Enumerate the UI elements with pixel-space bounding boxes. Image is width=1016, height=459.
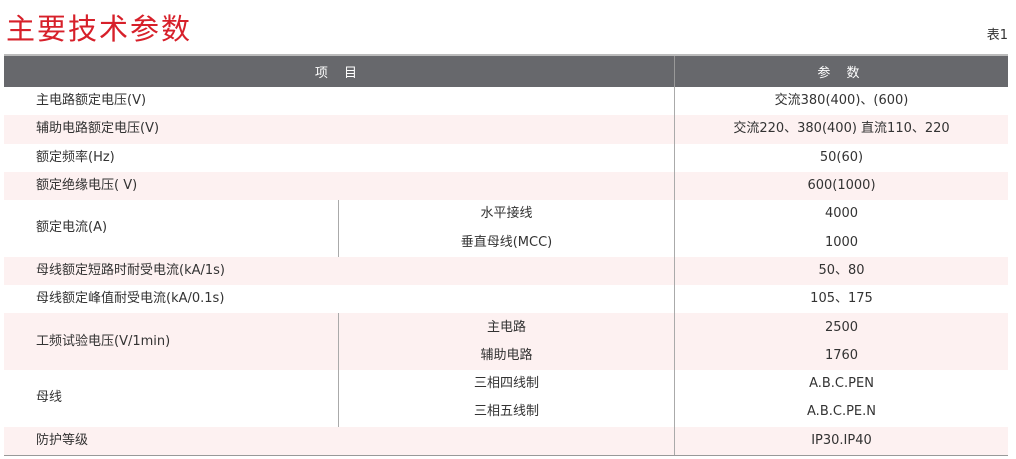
table-row: 三相五线制 A.B.C.PE.N xyxy=(4,398,1008,427)
row-name: 母线额定峰值耐受电流(kA/0.1s) xyxy=(36,291,225,307)
table-row: 主电路额定电压(V) 交流380(400)、(600) xyxy=(4,87,1008,116)
row-name: 额定频率(Hz) xyxy=(36,149,115,165)
row-name: 额定电流(A) xyxy=(36,220,108,236)
table-row: 垂直母线(MCC) 1000 xyxy=(4,228,1008,257)
table-row: 辅助电路 1760 xyxy=(4,341,1008,370)
row-name: 主电路额定电压(V) xyxy=(36,93,147,109)
header-param: 参 数 xyxy=(674,54,1008,87)
header-item: 项 目 xyxy=(4,54,675,87)
row-name: 母线 xyxy=(36,390,63,406)
row-value: 交流220、380(400) 直流110、220 xyxy=(674,115,1008,144)
table-row: 工频试验电压(V/1min) 主电路 2500 xyxy=(4,313,1008,370)
row-value: 交流380(400)、(600) xyxy=(674,87,1008,116)
table-row: 母线额定峰值耐受电流(kA/0.1s) 105、175 xyxy=(4,285,1008,314)
table-row: 母线额定短路时耐受电流(kA/1s) 50、80 xyxy=(4,256,1008,286)
table-header: 项 目 参 数 xyxy=(4,54,1008,87)
row-subitem: 水平接线 xyxy=(338,200,675,229)
table-row: 额定电流(A) 水平接线 4000 xyxy=(4,200,1008,235)
row-value: A.B.C.PEN xyxy=(674,369,1008,399)
row-name: 母线额定短路时耐受电流(kA/1s) xyxy=(4,256,675,286)
spec-table: 项 目 参 数 主电路额定电压(V) 交流380(400)、(600) 辅助电路额定… xyxy=(4,54,1008,456)
table-row: 辅助电路额定电压(V) 交流220、380(400) 直流110、220 xyxy=(4,115,1008,144)
row-subitem: 三相五线制 xyxy=(338,398,675,427)
row-name: 额定绝缘电压( V) xyxy=(4,171,675,201)
table-number: 表1 xyxy=(986,28,1008,43)
row-name: 防护等级 xyxy=(4,426,675,456)
row-value: 1760 xyxy=(674,341,1008,370)
row-subitem: 主电路 xyxy=(338,313,675,342)
row-value: 1000 xyxy=(674,228,1008,257)
row-value: IP30.IP40 xyxy=(674,426,1008,456)
row-value: 50、80 xyxy=(674,256,1008,286)
row-subitem: 三相四线制 xyxy=(338,369,675,399)
table-row: 额定绝缘电压( V) 600(1000) xyxy=(4,171,1008,201)
row-value: 600(1000) xyxy=(674,171,1008,201)
table-row: 额定频率(Hz) 50(60) xyxy=(4,143,1008,172)
table-row: 母线 三相四线制 A.B.C.PEN xyxy=(4,369,1008,405)
row-value: A.B.C.PE.N xyxy=(674,398,1008,427)
page-title: 主要技术参数 xyxy=(6,12,193,46)
row-name: 辅助电路额定电压(V) xyxy=(4,115,675,144)
row-value: 2500 xyxy=(674,313,1008,342)
row-subitem: 垂直母线(MCC) xyxy=(338,228,675,257)
row-subitem: 辅助电路 xyxy=(338,341,675,370)
row-name: 工频试验电压(V/1min) xyxy=(4,313,339,370)
table-row: 防护等级 IP30.IP40 xyxy=(4,426,1008,456)
row-value: 105、175 xyxy=(674,285,1008,314)
row-value: 4000 xyxy=(674,200,1008,229)
row-value: 50(60) xyxy=(674,143,1008,172)
